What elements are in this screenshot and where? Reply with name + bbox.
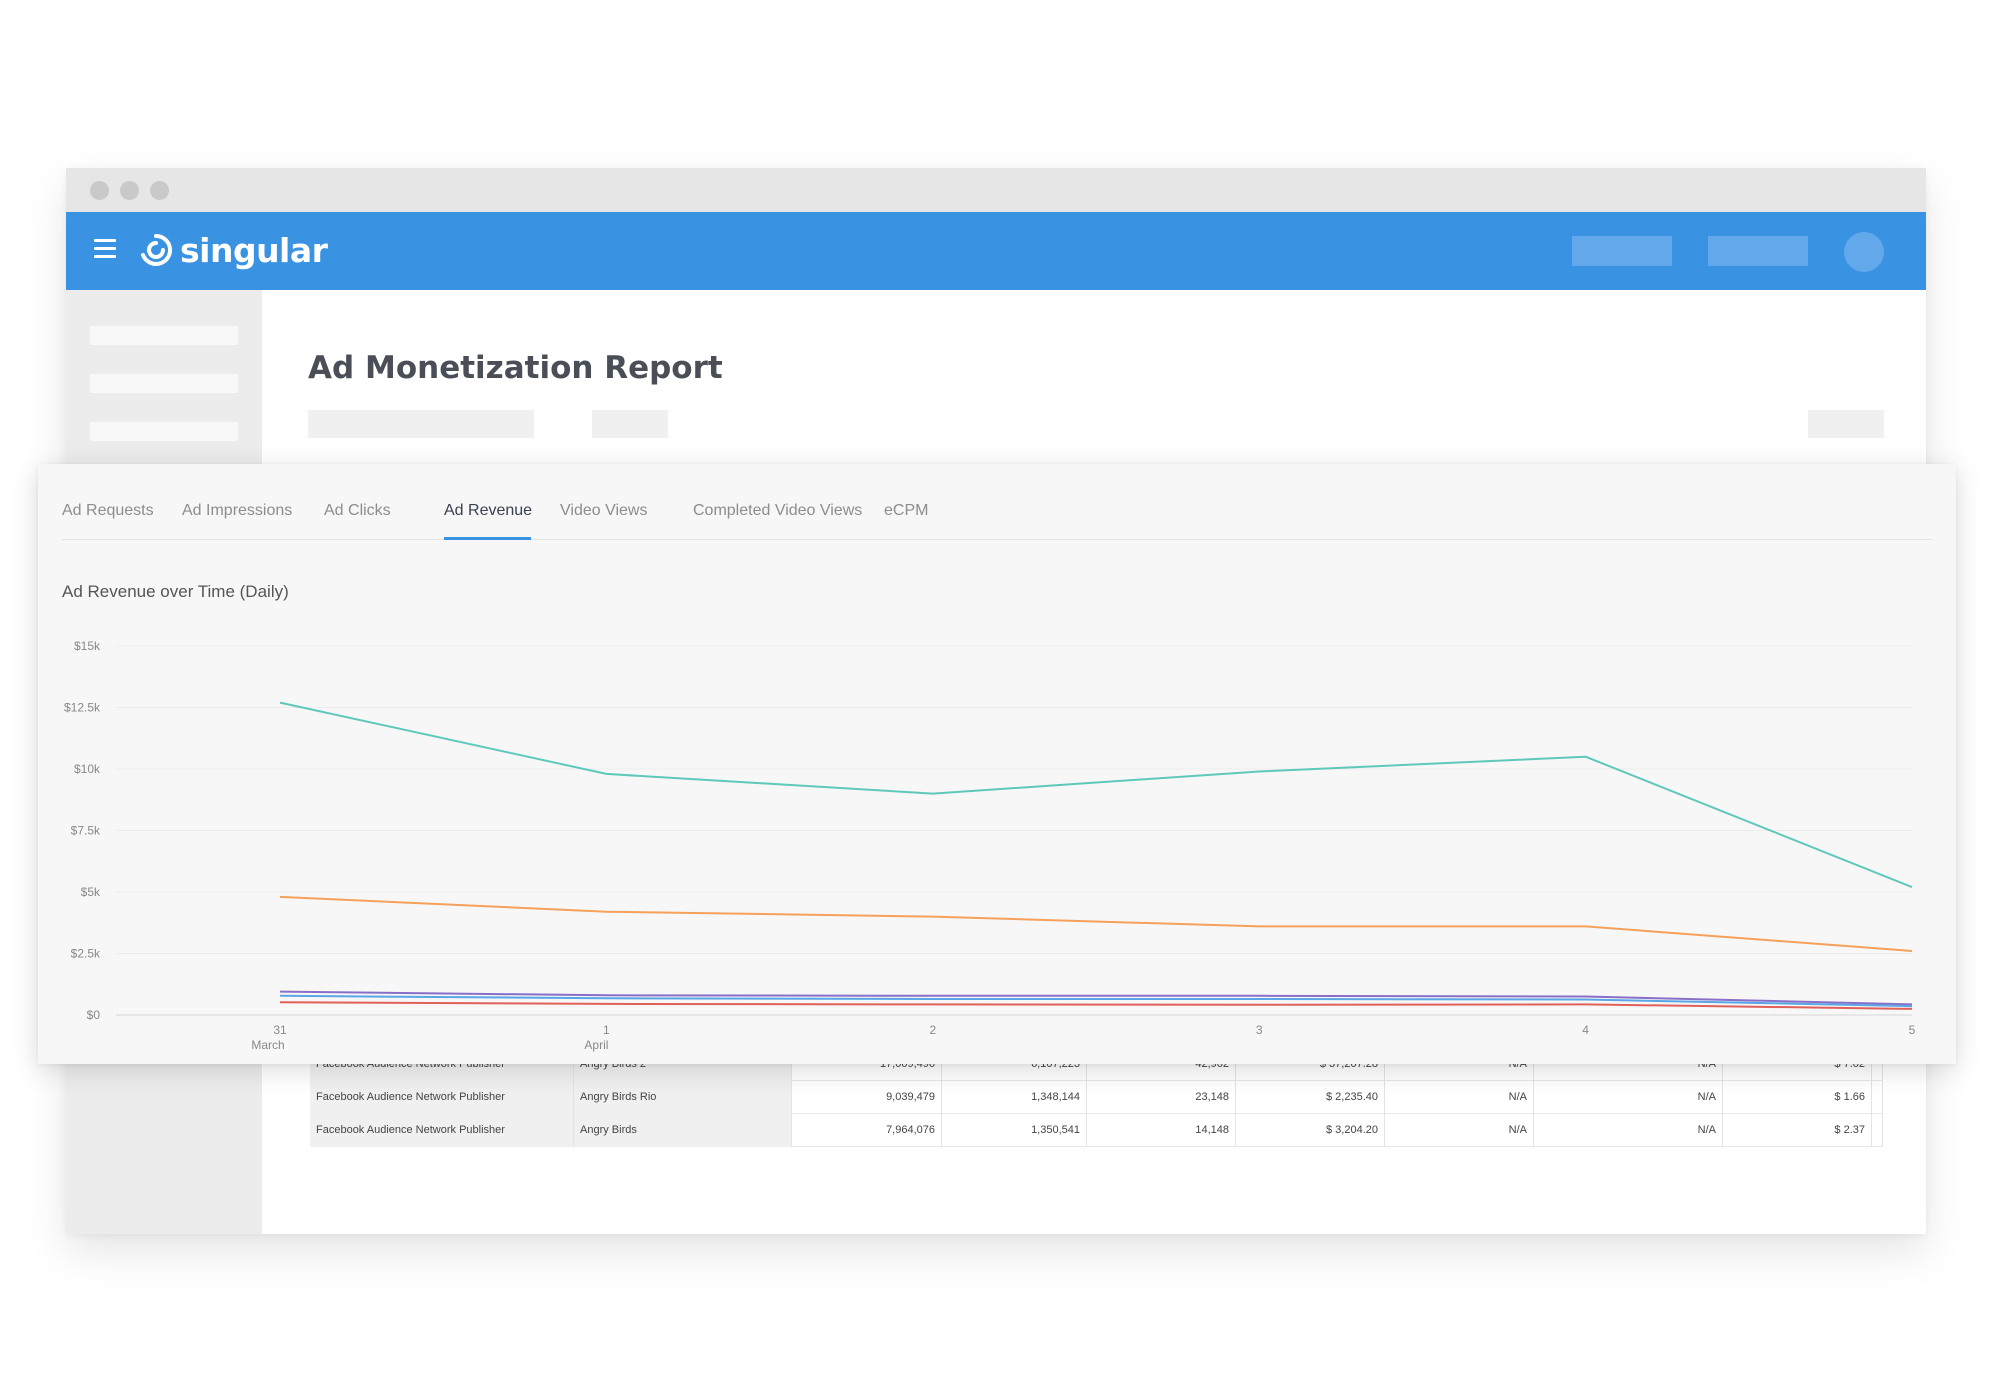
table-row[interactable]: Facebook Audience Network Publisher Angry… [310,1081,1882,1114]
x-tick-label: 31 [273,1023,287,1037]
chart-panel: Ad Requests Ad Impressions Ad Clicks Ad … [38,464,1956,1064]
window-titlebar [66,168,1926,212]
x-tick-label: 2 [929,1023,936,1037]
table-cell: $ 2.37 [1723,1114,1872,1147]
tab-video-views[interactable]: Video Views [560,502,648,519]
table-cell: Angry Birds Rio [574,1081,792,1114]
tab-ad-impressions[interactable]: Ad Impressions [182,502,293,519]
table-cell: 7,964,076 [792,1114,942,1147]
table-cell: Facebook Audience Network Publisher [310,1114,574,1147]
sidebar-item-placeholder[interactable] [90,422,238,441]
x-tick-label: 5 [1909,1023,1916,1037]
header-placeholder-button[interactable] [1708,236,1808,266]
singular-logo-icon [141,233,173,266]
y-tick-label: $5k [81,885,101,899]
y-tick-label: $7.5k [71,824,101,838]
window-maximize-dot[interactable] [150,181,169,200]
tab-ad-requests[interactable]: Ad Requests [62,502,154,519]
window-minimize-dot[interactable] [120,181,139,200]
chart-title: Ad Revenue over Time (Daily) [62,582,289,601]
table-cell: N/A [1385,1081,1534,1114]
x-tick-label: 4 [1582,1023,1589,1037]
action-placeholder[interactable] [1808,410,1884,438]
series-line [279,1001,1913,1010]
report-table: Facebook Audience Network Publisher Angry… [310,1048,1883,1147]
table-cell: N/A [1534,1081,1723,1114]
table-cell: 14,148 [1087,1114,1236,1147]
table-cell: 1,348,144 [942,1081,1087,1114]
table-cell: N/A [1534,1114,1723,1147]
app-header: singular [66,212,1926,290]
x-tick-label: 3 [1256,1023,1263,1037]
y-tick-label: $12.5k [64,701,101,715]
sidebar-item-placeholder[interactable] [90,326,238,345]
avatar[interactable] [1844,232,1884,272]
metric-tabs: Ad Requests Ad Impressions Ad Clicks Ad … [62,464,1932,540]
series-line [279,701,1913,889]
page-title: Ad Monetization Report [308,350,723,386]
y-tick-label: $15k [74,639,101,653]
table-cell: $ 3,204.20 [1236,1114,1385,1147]
table-row[interactable]: Facebook Audience Network Publisher Angry… [310,1114,1882,1147]
table-cell: Facebook Audience Network Publisher [310,1081,574,1114]
table-cell: N/A [1385,1114,1534,1147]
sidebar-item-placeholder[interactable] [90,374,238,393]
table-cell: $ 1.66 [1723,1081,1872,1114]
x-tick-label: 1 [603,1023,610,1037]
y-tick-label: $10k [74,762,101,776]
series-line [279,895,1913,952]
filter-placeholder[interactable] [592,410,668,438]
window-close-dot[interactable] [90,181,109,200]
active-tab-indicator [444,537,531,540]
series-line [279,990,1913,1006]
y-tick-label: $0 [87,1008,101,1022]
table-cell: $ 2,235.40 [1236,1081,1385,1114]
header-placeholder-button[interactable] [1572,236,1672,266]
tab-completed-video-views[interactable]: Completed Video Views [693,502,863,519]
brand-name: singular [180,230,328,270]
series-line [279,994,1913,1008]
x-tick-label: April [584,1038,608,1052]
x-tick-label: March [251,1038,284,1052]
table-cell: 23,148 [1087,1081,1236,1114]
table-cell: Angry Birds [574,1114,792,1147]
y-tick-label: $2.5k [71,947,101,961]
table-cell: 9,039,479 [792,1081,942,1114]
tab-ad-revenue[interactable]: Ad Revenue [444,502,533,519]
filter-placeholder[interactable] [308,410,534,438]
hamburger-icon[interactable] [94,239,116,259]
tab-ad-clicks[interactable]: Ad Clicks [324,502,391,519]
table-cell: 1,350,541 [942,1114,1087,1147]
brand-logo[interactable]: singular [138,230,328,270]
tab-ecpm[interactable]: eCPM [884,502,929,519]
